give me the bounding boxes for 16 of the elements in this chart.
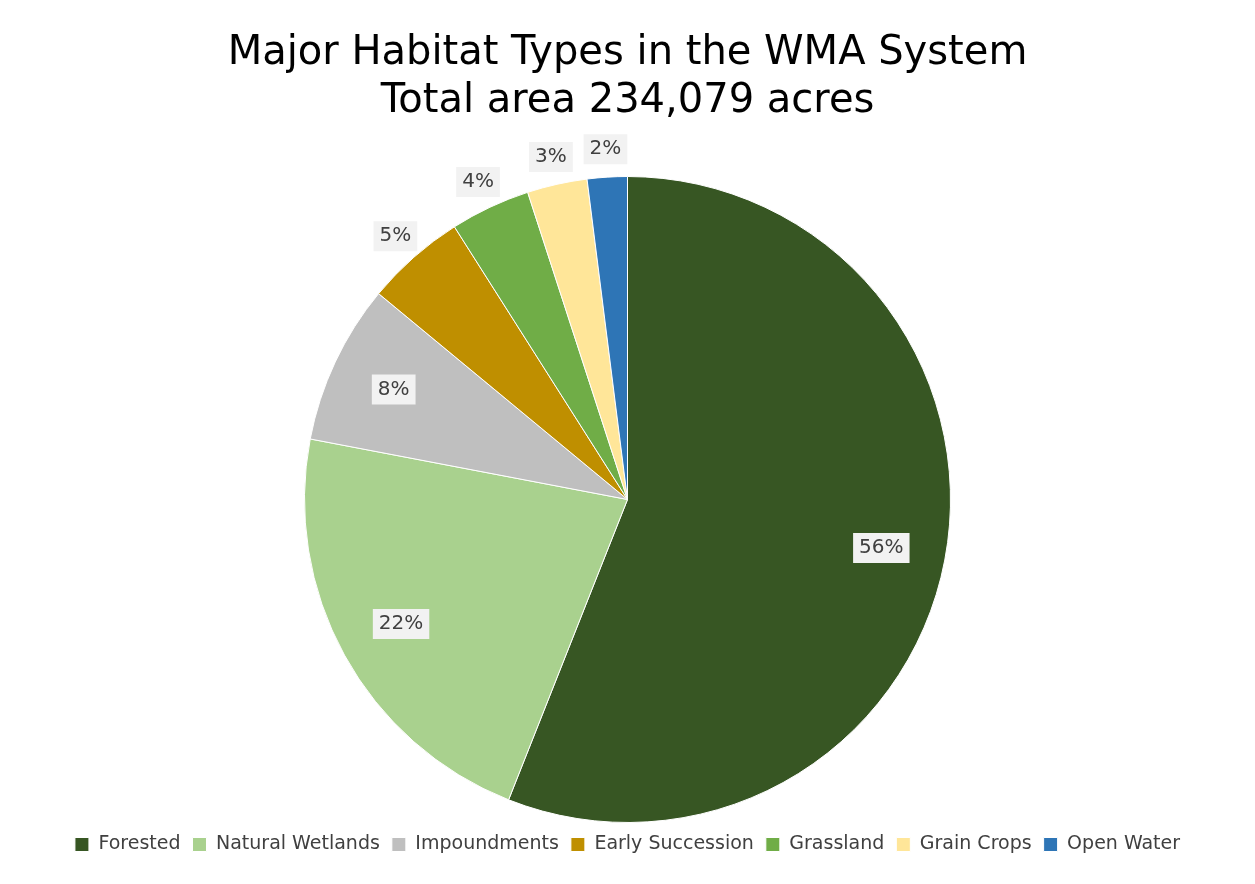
legend-label: Forested [98,831,181,854]
legend-label: Natural Wetlands [215,831,380,854]
data-label: 5% [379,222,412,247]
data-label: 8% [377,375,410,400]
data-label: 4% [462,168,494,193]
data-label: 3% [535,143,567,168]
data-label: 22% [378,610,424,635]
data-label: 2% [589,135,622,160]
legend-label: Early Succession [594,831,754,854]
legend-label: Open Water [1067,831,1181,854]
data-label: 56% [859,534,904,559]
chart-title: Major Habitat Types in the WMA System [227,27,1028,74]
legend-label: Impoundments [415,831,559,854]
legend-label: Grassland [789,831,885,854]
legend-label: Grain Crops [919,831,1032,854]
chart-subtitle: Total area 234,079 acres [379,75,875,122]
